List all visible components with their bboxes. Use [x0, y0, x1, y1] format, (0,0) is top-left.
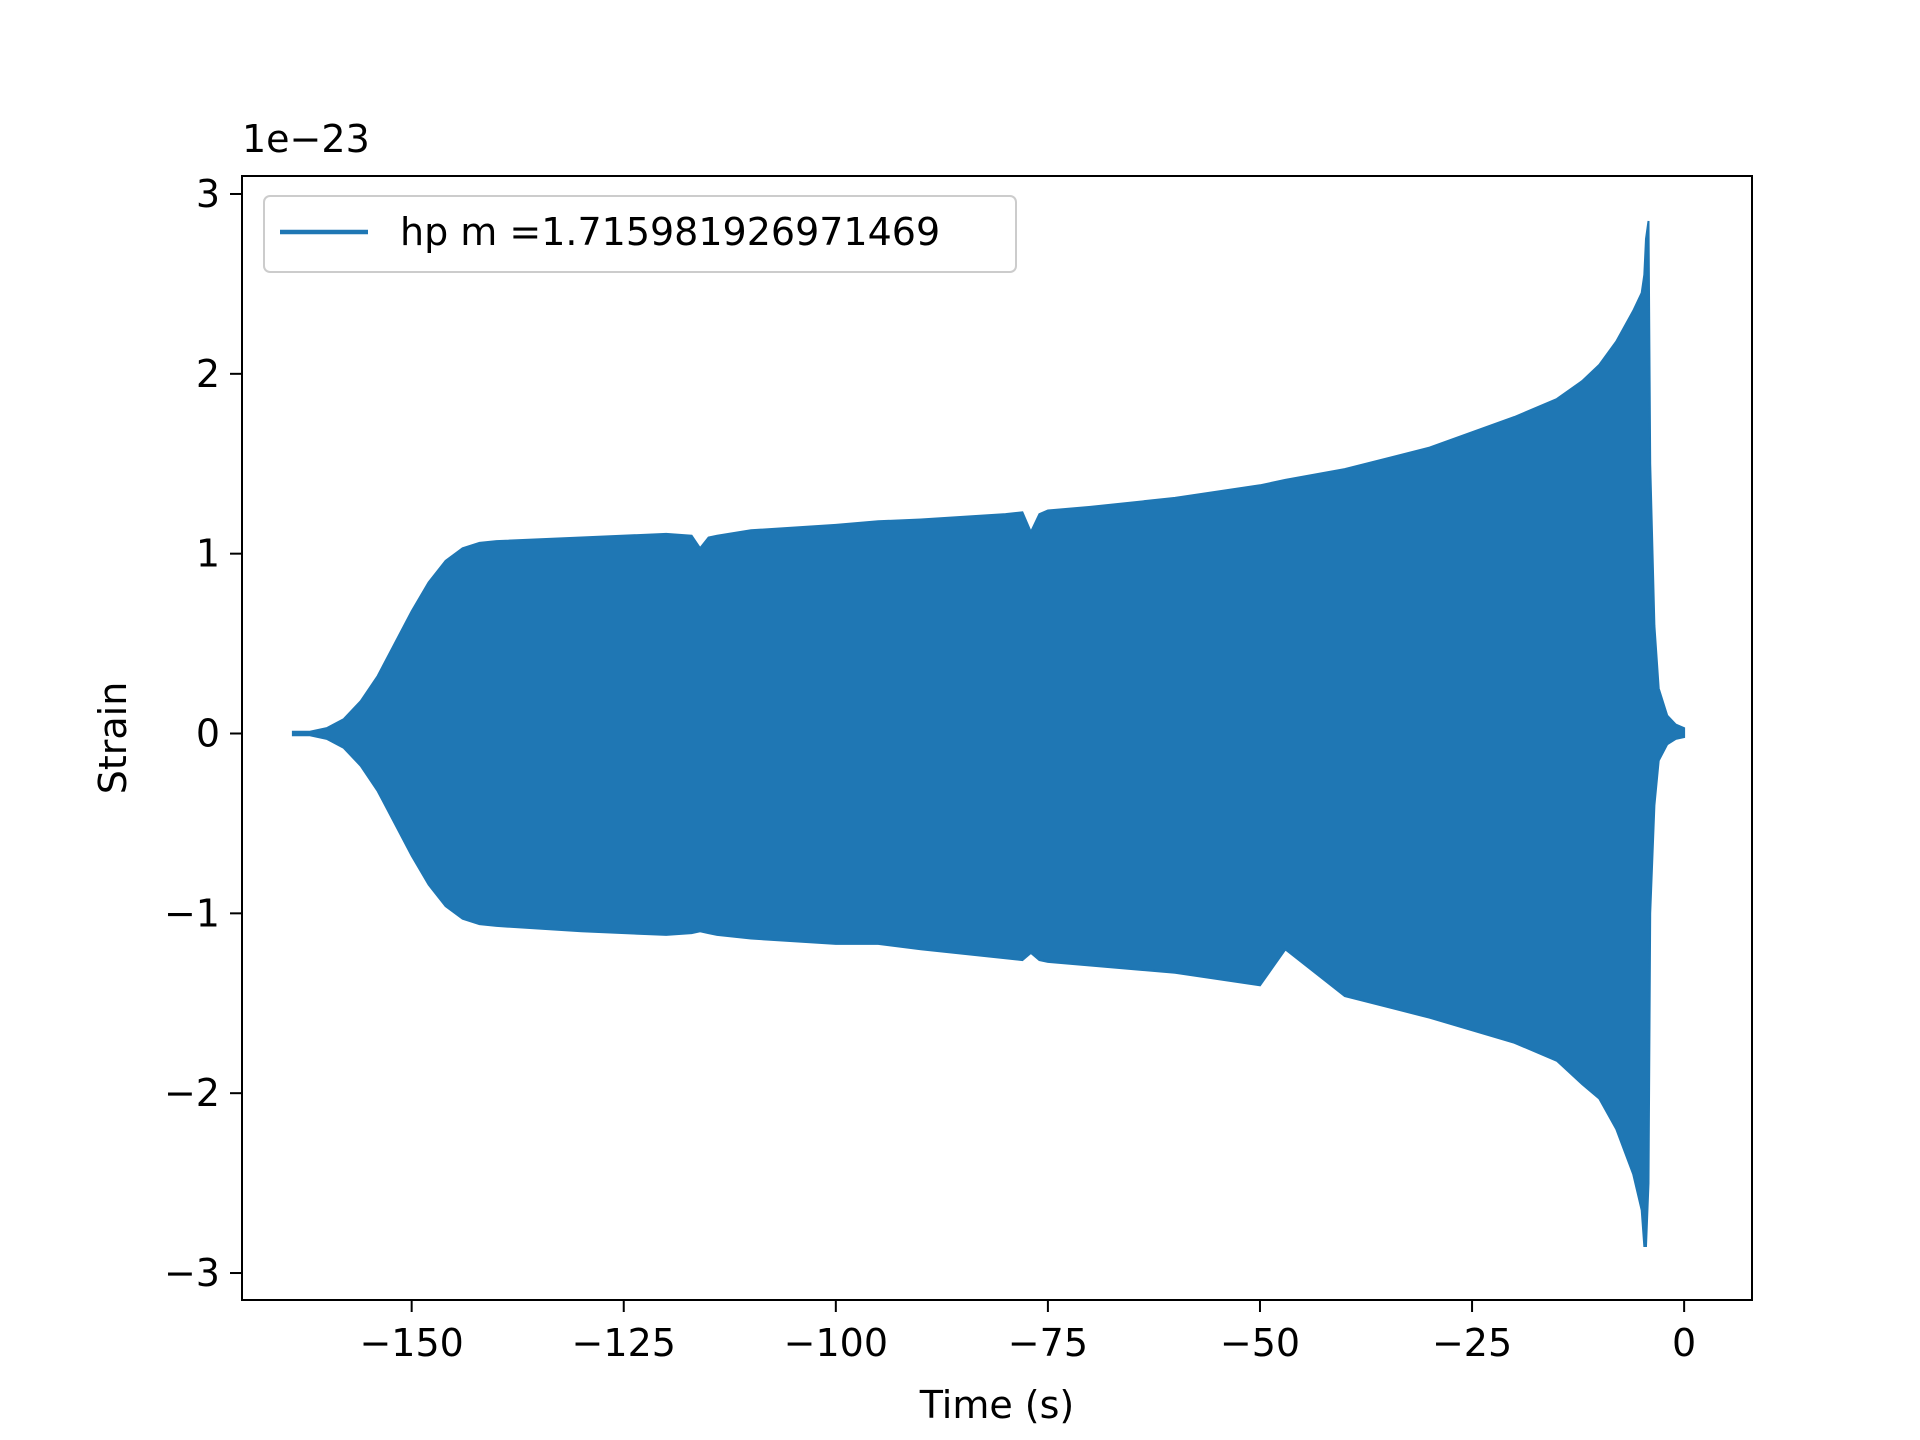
legend-box — [263, 195, 1017, 273]
y-axis-ticks: −3 −2 −1 0 1 2 3 — [164, 172, 242, 1295]
x-tick-label: −75 — [1008, 1321, 1088, 1365]
x-axis-ticks: −150 −125 −100 −75 −50 −25 0 — [359, 1300, 1696, 1365]
plot-area — [291, 220, 1686, 1247]
y-offset-label: 1e−23 — [242, 117, 370, 161]
y-tick-label: −2 — [164, 1071, 220, 1115]
y-tick-label: −3 — [164, 1251, 220, 1295]
x-tick-label: −150 — [359, 1321, 463, 1365]
y-axis-label: Strain — [91, 682, 135, 795]
x-tick-label: −125 — [572, 1321, 676, 1365]
y-tick-label: 1 — [196, 532, 220, 576]
legend: hp m =1.715981926971469 — [263, 195, 1017, 273]
x-tick-label: −50 — [1220, 1321, 1300, 1365]
y-tick-label: 2 — [196, 352, 220, 396]
y-tick-label: −1 — [164, 891, 220, 935]
y-tick-label: 3 — [196, 172, 220, 216]
x-axis-label: Time (s) — [919, 1383, 1075, 1427]
x-tick-label: −25 — [1432, 1321, 1512, 1365]
signal-envelope-area — [291, 220, 1686, 1247]
x-tick-label: 0 — [1672, 1321, 1696, 1365]
y-tick-label: 0 — [196, 712, 220, 756]
x-tick-label: −100 — [784, 1321, 888, 1365]
legend-entry-label: hp m =1.715981926971469 — [400, 210, 940, 254]
axes-frame — [241, 175, 1753, 1301]
